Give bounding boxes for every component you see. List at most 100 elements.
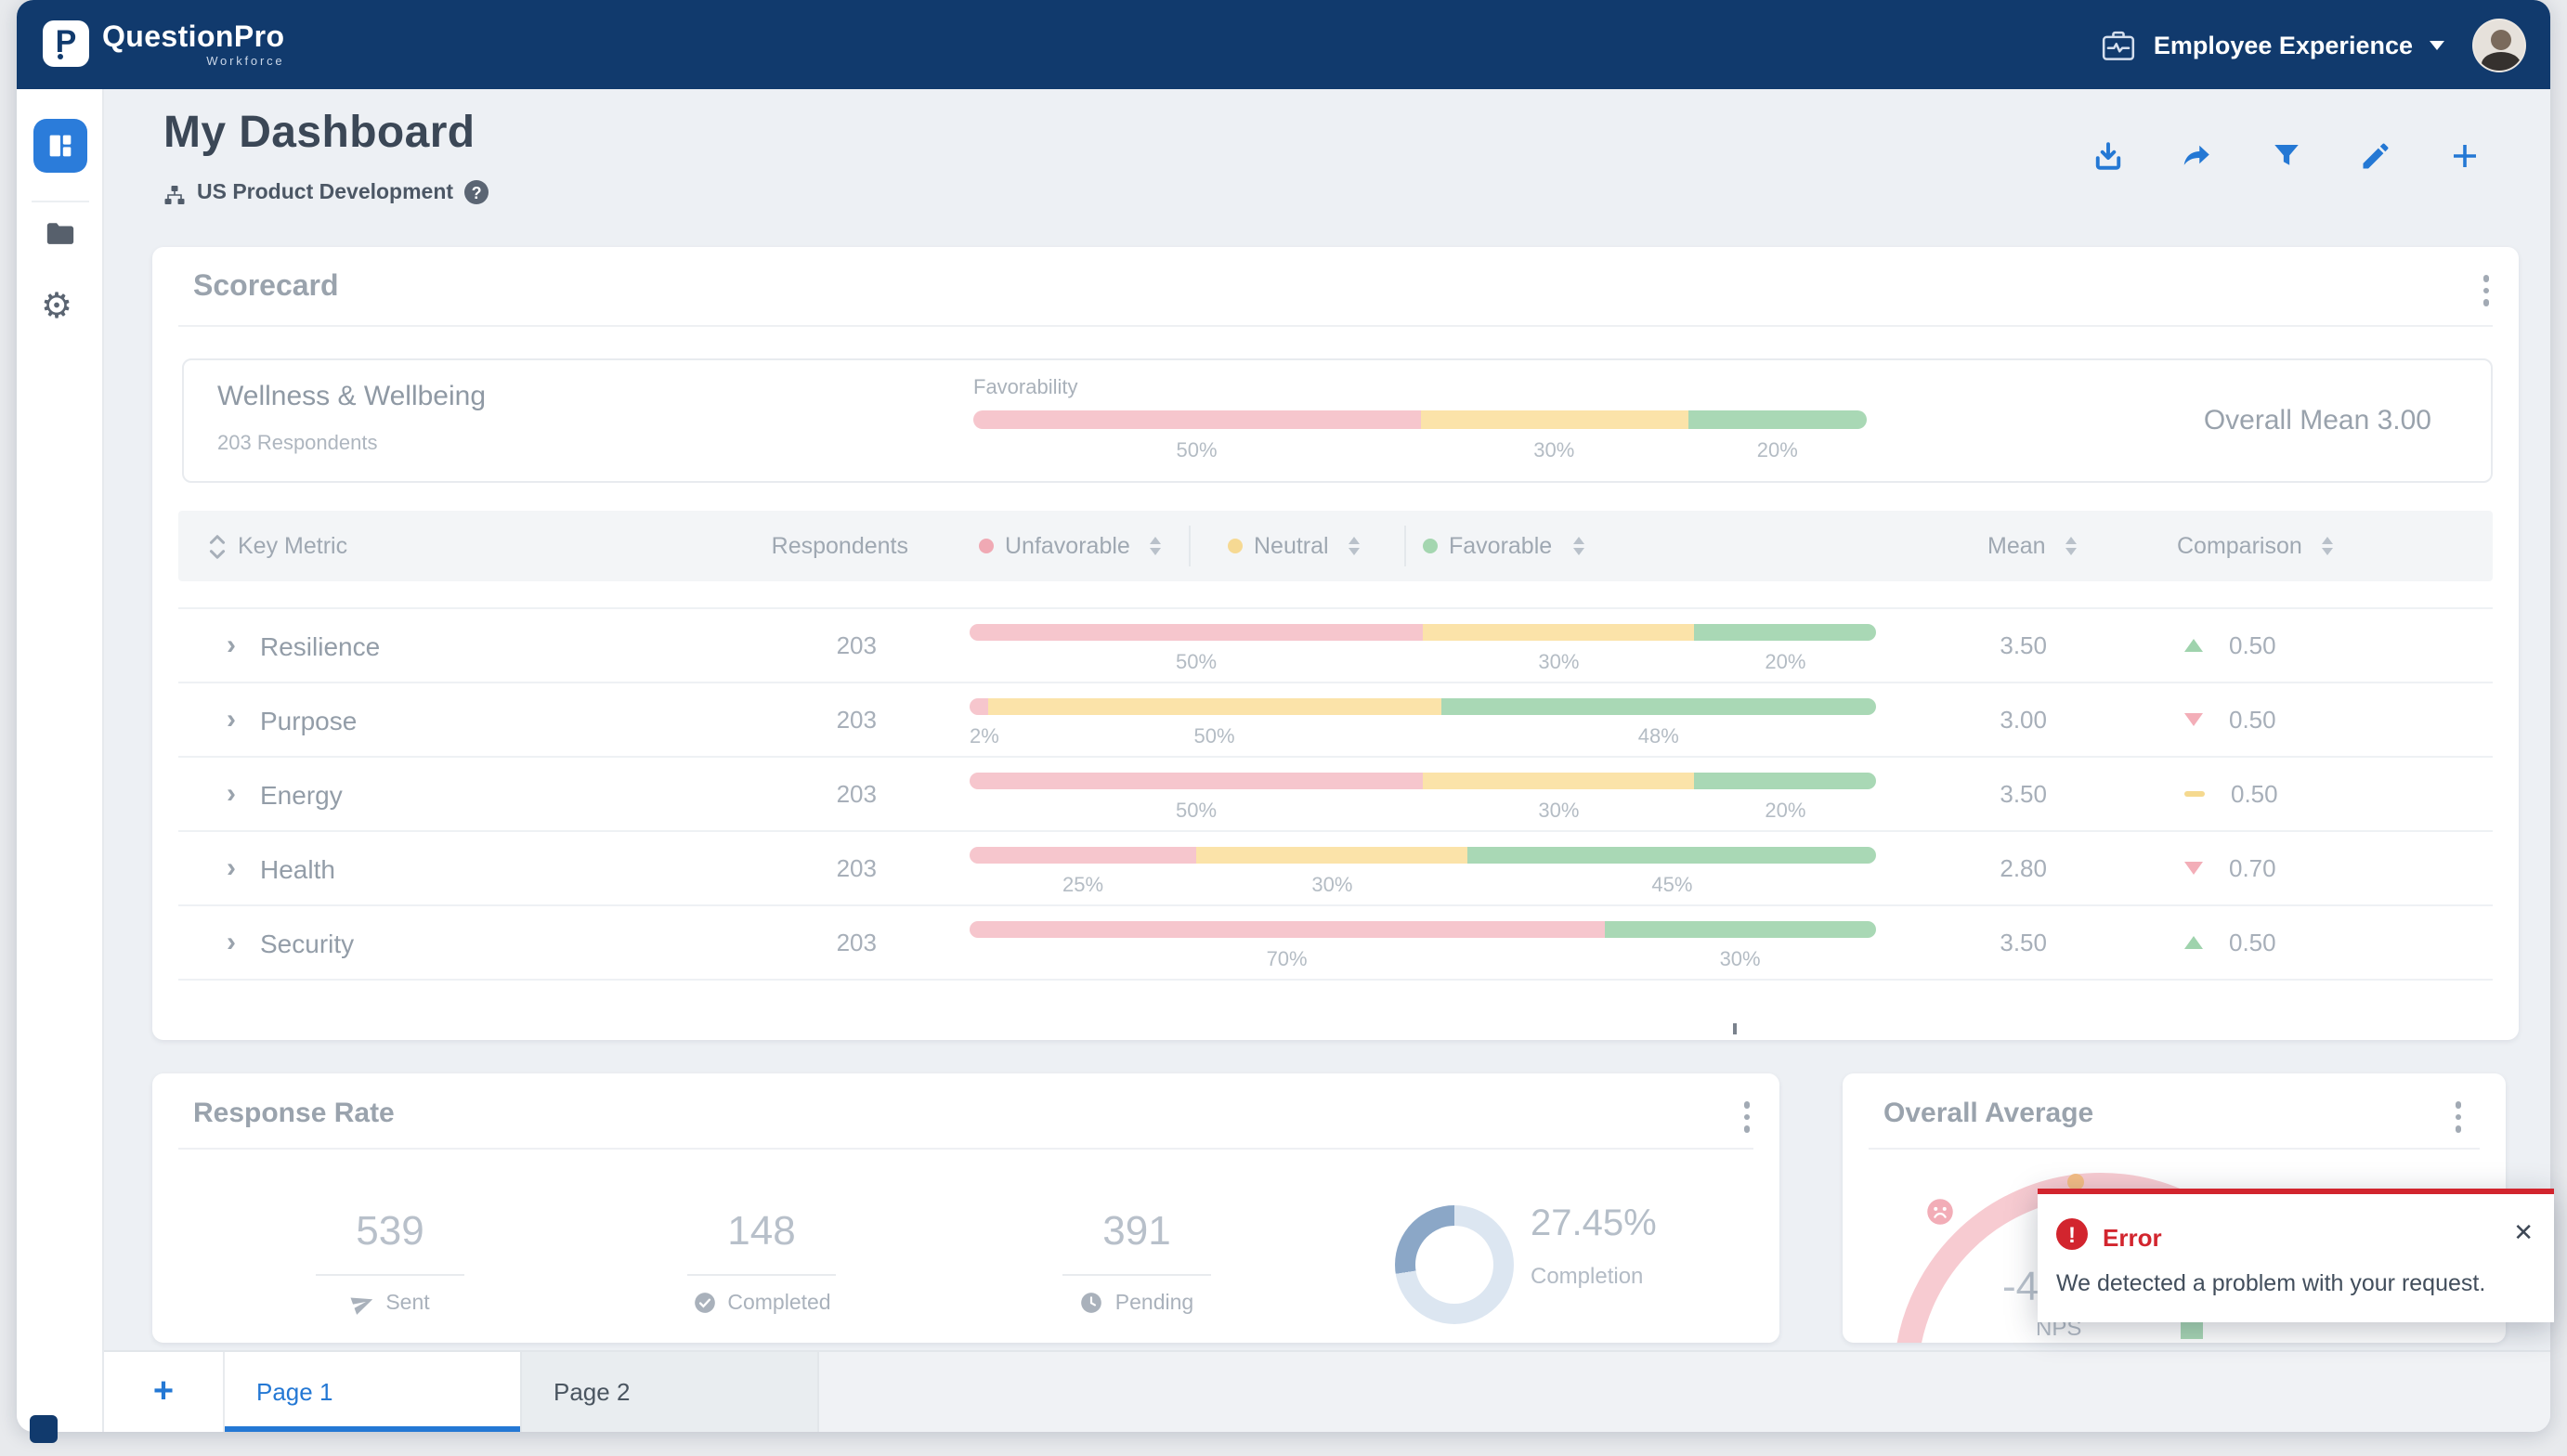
- sidebar: ⚙: [17, 89, 104, 1432]
- response-rate-widget: Response Rate 539Sent148Completed391Pend…: [152, 1073, 1779, 1343]
- group-respondents: 203 Respondents: [217, 433, 377, 455]
- stacked-bar: [970, 773, 1876, 789]
- row-expander-icon[interactable]: ›: [227, 832, 236, 904]
- bar-labels: 70%30%: [970, 949, 1876, 971]
- bar-segment: [1423, 773, 1695, 789]
- bar-segment: [1604, 921, 1876, 938]
- workspace-selector[interactable]: Employee Experience: [2154, 31, 2413, 58]
- response-rate-menu-button[interactable]: [1743, 1101, 1750, 1132]
- filter-button[interactable]: [2270, 139, 2303, 173]
- stat-pending: 391Pending: [988, 1073, 1285, 1343]
- screen: P QuestionPro Workforce Employee Experie…: [0, 0, 2567, 1456]
- metric-mean: 3.50: [1935, 758, 2047, 832]
- metric-bar: 50%30%20%: [970, 773, 1876, 823]
- bar-segment: [970, 773, 1423, 789]
- column-header-favorable[interactable]: Favorable: [1423, 511, 1583, 581]
- close-icon[interactable]: ✕: [2513, 1218, 2534, 1248]
- metric-mean: 3.50: [1935, 609, 2047, 683]
- org-hierarchy-icon: [163, 181, 186, 203]
- neutral-dot-icon: [1228, 539, 1243, 553]
- sidebar-item-settings[interactable]: ⚙: [41, 290, 72, 325]
- metric-respondents: 203: [728, 758, 877, 832]
- sidebar-item-dashboards[interactable]: [33, 119, 87, 173]
- check-circle-icon: [692, 1291, 716, 1315]
- column-header-comparison[interactable]: Comparison: [2177, 511, 2334, 581]
- column-header-key-metric[interactable]: Key Metric: [208, 511, 347, 581]
- bar-segment: [970, 847, 1196, 864]
- bar-labels: 50%30%20%: [970, 652, 1876, 674]
- metric-mean: 3.00: [1935, 683, 2047, 758]
- segment-label: 20%: [1765, 800, 1805, 823]
- segment-label: 50%: [1176, 800, 1217, 823]
- overall-average-menu-button[interactable]: [2455, 1101, 2461, 1132]
- comparison-value: 0.50: [2229, 706, 2276, 734]
- column-header-mean[interactable]: Mean: [1987, 511, 2078, 581]
- segment-label: 50%: [1176, 440, 1217, 462]
- dashboard-toolbar: [2091, 139, 2482, 173]
- tab-page-2[interactable]: Page 2: [522, 1352, 819, 1432]
- plus-icon: [2448, 139, 2482, 173]
- add-page-button[interactable]: +: [104, 1352, 225, 1432]
- brand-logo[interactable]: P QuestionPro Workforce: [43, 20, 284, 70]
- tab-page-1[interactable]: Page 1: [225, 1352, 522, 1432]
- edit-button[interactable]: [2359, 139, 2392, 173]
- segment-label: 30%: [1533, 440, 1574, 462]
- favorable-dot-icon: [1423, 539, 1438, 553]
- metric-comparison: 0.50: [2184, 758, 2278, 830]
- dashboard-grid-icon: [45, 130, 76, 162]
- share-icon: [2181, 139, 2214, 173]
- paper-plane-icon: [350, 1291, 374, 1315]
- segment-label: 2%: [970, 726, 999, 748]
- stacked-bar: [970, 624, 1876, 641]
- comparison-value: 0.50: [2229, 631, 2276, 659]
- metric-table-body: ›Resilience20350%30%20%3.500.50›Purpose2…: [178, 607, 2493, 981]
- breadcrumb: US Product Development ?: [163, 180, 489, 204]
- segment-label: 20%: [1757, 440, 1798, 462]
- header-divider: [1404, 526, 1406, 566]
- error-toast: ! Error ✕ We detected a problem with you…: [2038, 1189, 2554, 1322]
- add-button[interactable]: [2448, 139, 2482, 173]
- metric-mean: 3.50: [1935, 906, 2047, 981]
- scroll-handle[interactable]: [1733, 1023, 1737, 1034]
- chevron-down-icon[interactable]: [2430, 40, 2444, 49]
- metric-comparison: 0.50: [2184, 683, 2276, 756]
- brand-subtitle: Workforce: [102, 58, 284, 70]
- trend-up-icon: [2184, 639, 2203, 652]
- briefcase-pulse-icon: [2102, 29, 2137, 60]
- bar-labels: 50%30%20%: [970, 800, 1876, 823]
- row-expander-icon[interactable]: ›: [227, 758, 236, 830]
- kebab-icon: [2482, 275, 2489, 281]
- metric-name: Energy: [260, 758, 343, 830]
- download-button[interactable]: [2091, 139, 2125, 173]
- column-header-unfavorable[interactable]: Unfavorable: [979, 511, 1162, 581]
- stat-label: Pending: [1115, 1292, 1193, 1314]
- avatar[interactable]: [2472, 18, 2526, 72]
- help-icon[interactable]: ?: [464, 180, 489, 204]
- row-expander-icon[interactable]: ›: [227, 683, 236, 756]
- header-divider: [1189, 526, 1191, 566]
- scorecard-summary: Wellness & Wellbeing 203 Respondents Fav…: [182, 358, 2493, 483]
- sort-icon: [1572, 537, 1583, 555]
- metric-comparison: 0.50: [2184, 906, 2276, 979]
- column-header-neutral[interactable]: Neutral: [1228, 511, 1361, 581]
- segment-label: 30%: [1538, 652, 1579, 674]
- stacked-bar: [970, 921, 1876, 938]
- sidebar-footer-chip: [30, 1415, 58, 1443]
- segment-label: 20%: [1765, 652, 1805, 674]
- scorecard-menu-button[interactable]: [2482, 275, 2489, 306]
- divider: [1062, 1274, 1211, 1276]
- favorability-label: Favorability: [973, 377, 1078, 399]
- divider: [316, 1274, 464, 1276]
- bar-segment: [970, 698, 988, 715]
- share-button[interactable]: [2181, 139, 2214, 173]
- bar-segment: [1420, 410, 1688, 429]
- metric-name: Resilience: [260, 609, 380, 682]
- sidebar-item-folders[interactable]: [45, 219, 76, 247]
- row-expander-icon[interactable]: ›: [227, 609, 236, 682]
- column-header-respondents[interactable]: Respondents: [723, 511, 908, 581]
- segment-label: 50%: [1193, 726, 1234, 748]
- segment-label: 30%: [1311, 875, 1352, 897]
- segment-label: 30%: [1720, 949, 1761, 971]
- row-expander-icon[interactable]: ›: [227, 906, 236, 979]
- bar-segment: [1695, 773, 1876, 789]
